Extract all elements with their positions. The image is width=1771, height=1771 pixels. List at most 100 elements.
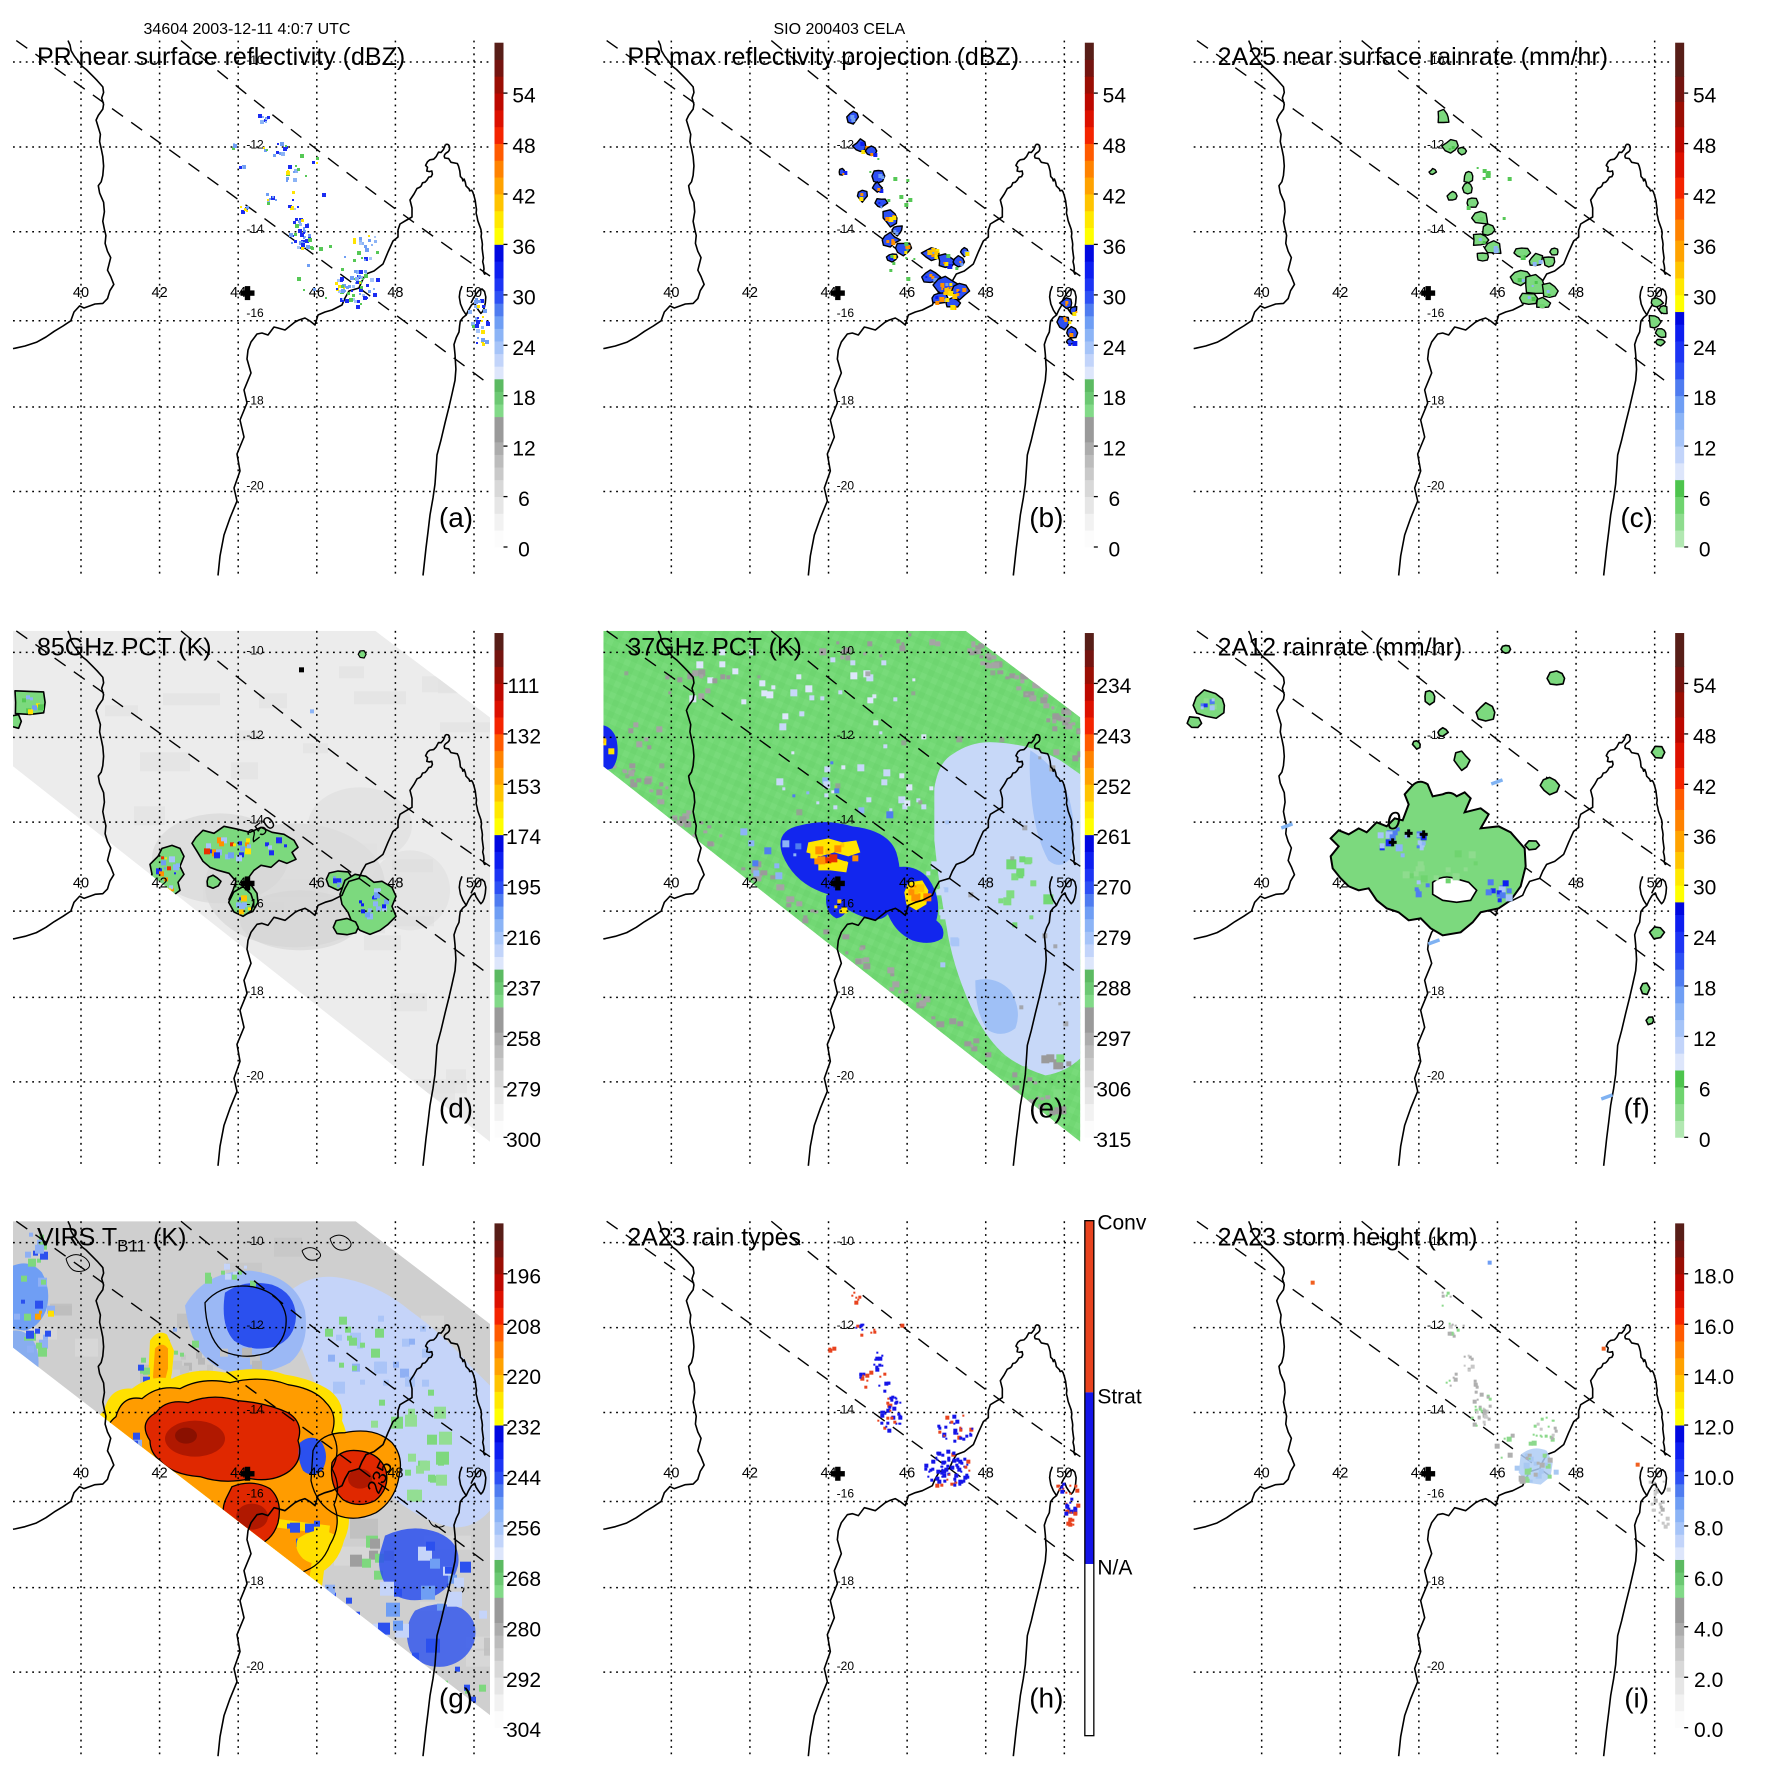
svg-text:42: 42	[1693, 776, 1716, 799]
svg-text:6: 6	[1699, 488, 1711, 511]
svg-text:42: 42	[512, 186, 535, 209]
svg-text:-18: -18	[1427, 1574, 1445, 1588]
svg-text:42: 42	[1332, 285, 1348, 301]
svg-text:-18: -18	[837, 1574, 855, 1588]
svg-text:(c): (c)	[1620, 502, 1653, 533]
svg-text:-20: -20	[1427, 1659, 1445, 1673]
svg-text:-18: -18	[1427, 984, 1445, 998]
svg-text:50: 50	[466, 285, 482, 301]
svg-text:304: 304	[506, 1719, 541, 1742]
svg-text:220: 220	[506, 1366, 541, 1389]
svg-text:-14: -14	[1427, 222, 1445, 236]
svg-text:-16: -16	[246, 1487, 264, 1501]
svg-text:-12: -12	[246, 138, 264, 152]
svg-text:174: 174	[506, 826, 541, 849]
svg-text:50: 50	[466, 875, 482, 891]
svg-text:40: 40	[73, 285, 89, 301]
svg-text:12: 12	[1103, 438, 1126, 461]
svg-text:-14: -14	[837, 1403, 855, 1417]
svg-text:-10: -10	[837, 1234, 855, 1248]
svg-text:306: 306	[1096, 1078, 1131, 1101]
svg-text:196: 196	[506, 1265, 541, 1288]
svg-text:48: 48	[1103, 135, 1126, 158]
svg-text:2A23 storm height (km): 2A23 storm height (km)	[1218, 1224, 1478, 1252]
svg-text:10.0: 10.0	[1693, 1467, 1734, 1490]
svg-text:-14: -14	[246, 812, 264, 826]
svg-text:44: 44	[230, 1466, 246, 1482]
svg-text:Strat: Strat	[1097, 1386, 1142, 1409]
svg-text:-18: -18	[1427, 394, 1445, 408]
svg-text:85GHz PCT (K): 85GHz PCT (K)	[37, 633, 212, 661]
svg-text:4.0: 4.0	[1694, 1618, 1723, 1641]
svg-text:315: 315	[1096, 1129, 1131, 1152]
svg-text:44: 44	[1411, 285, 1427, 301]
svg-text:-18: -18	[837, 984, 855, 998]
svg-text:-18: -18	[246, 394, 264, 408]
svg-text:12: 12	[512, 438, 535, 461]
svg-text:50: 50	[466, 1466, 482, 1482]
svg-text:44: 44	[820, 285, 836, 301]
svg-text:48: 48	[387, 1466, 403, 1482]
svg-text:50: 50	[1056, 875, 1072, 891]
svg-text:-20: -20	[1427, 478, 1445, 492]
svg-text:PR max reflectivity projection: PR max reflectivity projection (dBZ)	[627, 43, 1019, 71]
svg-text:48: 48	[1568, 1466, 1584, 1482]
svg-text:237: 237	[506, 978, 541, 1001]
svg-text:-12: -12	[246, 728, 264, 742]
svg-text:12: 12	[1693, 1028, 1716, 1051]
svg-text:24: 24	[1693, 927, 1717, 950]
svg-text:-12: -12	[246, 1318, 264, 1332]
svg-text:0.0: 0.0	[1694, 1719, 1723, 1742]
svg-text:54: 54	[512, 85, 536, 108]
svg-text:-10: -10	[837, 53, 855, 67]
svg-text:46: 46	[899, 875, 915, 891]
svg-text:-20: -20	[246, 1069, 264, 1083]
svg-text:18: 18	[1103, 387, 1126, 410]
svg-text:8.0: 8.0	[1694, 1517, 1723, 1540]
svg-text:288: 288	[1096, 978, 1131, 1001]
svg-text:42: 42	[742, 285, 758, 301]
svg-text:-20: -20	[1427, 1069, 1445, 1083]
svg-text:292: 292	[506, 1669, 541, 1692]
svg-text:(i): (i)	[1624, 1683, 1649, 1714]
svg-text:-16: -16	[246, 306, 264, 320]
svg-text:0: 0	[1699, 539, 1711, 562]
svg-text:50: 50	[1647, 1466, 1663, 1482]
svg-text:48: 48	[387, 285, 403, 301]
svg-text:40: 40	[663, 285, 679, 301]
svg-text:-20: -20	[837, 1069, 855, 1083]
svg-text:SIO 200403 CELA: SIO 200403 CELA	[774, 21, 906, 38]
svg-text:30: 30	[1693, 286, 1716, 309]
svg-text:-10: -10	[246, 1234, 264, 1248]
svg-text:48: 48	[1693, 135, 1716, 158]
svg-text:-18: -18	[246, 1574, 264, 1588]
svg-text:-10: -10	[246, 53, 264, 67]
svg-text:-18: -18	[246, 984, 264, 998]
svg-text:40: 40	[73, 875, 89, 891]
svg-text:42: 42	[152, 1466, 168, 1482]
svg-text:-10: -10	[837, 644, 855, 658]
svg-text:24: 24	[512, 337, 536, 360]
svg-text:30: 30	[1693, 877, 1716, 900]
svg-text:6.0: 6.0	[1694, 1568, 1723, 1591]
svg-text:153: 153	[506, 776, 541, 799]
svg-text:(g): (g)	[439, 1683, 473, 1714]
svg-text:N/A: N/A	[1097, 1557, 1132, 1580]
svg-text:42: 42	[152, 285, 168, 301]
svg-text:50: 50	[1056, 1466, 1072, 1482]
svg-text:48: 48	[1568, 285, 1584, 301]
svg-text:111: 111	[508, 675, 540, 698]
svg-text:30: 30	[1103, 286, 1126, 309]
svg-text:36: 36	[1693, 236, 1716, 259]
svg-text:0: 0	[1108, 539, 1120, 562]
svg-text:244: 244	[506, 1467, 541, 1490]
svg-text:-10: -10	[1427, 644, 1445, 658]
svg-text:18.0: 18.0	[1693, 1265, 1734, 1288]
svg-text:-16: -16	[1427, 1487, 1445, 1501]
svg-text:44: 44	[230, 285, 246, 301]
svg-text:40: 40	[73, 1466, 89, 1482]
svg-text:-16: -16	[837, 306, 855, 320]
svg-text:-14: -14	[246, 222, 264, 236]
svg-text:0: 0	[518, 539, 530, 562]
svg-text:42: 42	[1693, 186, 1716, 209]
